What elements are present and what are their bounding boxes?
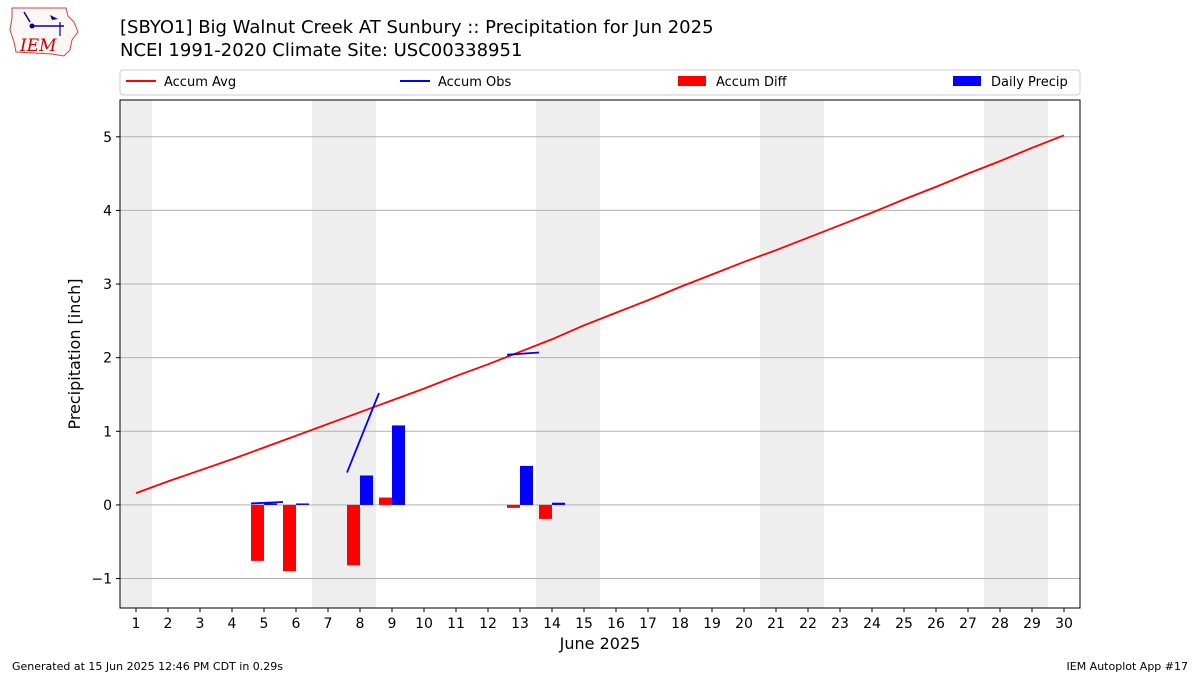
x-tick-label: 2: [164, 616, 173, 632]
x-tick-label: 17: [639, 616, 657, 632]
y-tick-label: 4: [103, 203, 112, 219]
legend-label: Accum Avg: [164, 75, 236, 90]
accum-obs-line: [250, 501, 284, 505]
x-tick-label: 29: [1023, 616, 1041, 632]
legend-daily-swatch: [953, 76, 981, 86]
daily-precip-bar: [264, 503, 277, 505]
footer-app: IEM Autoplot App #17: [1066, 660, 1189, 673]
accum-diff-bar: [347, 504, 360, 566]
y-tick-label: 1: [103, 424, 112, 440]
x-tick-label: 15: [575, 616, 593, 632]
x-tick-label: 22: [799, 616, 817, 632]
x-tick-label: 1: [132, 616, 141, 632]
weekend-band: [984, 100, 1048, 608]
plot-frame: [119, 99, 1081, 609]
accum-diff-bar: [539, 504, 552, 519]
x-tick-label: 6: [292, 616, 301, 632]
x-tick-label: 12: [479, 616, 497, 632]
x-tick-label: 11: [447, 616, 465, 632]
x-tick-label: 20: [735, 616, 753, 632]
chart-title: [SBYO1] Big Walnut Creek AT Sunbury :: P…: [120, 17, 714, 38]
y-tick-label: −1: [91, 572, 112, 588]
x-tick-label: 4: [228, 616, 237, 632]
x-tick-label: 5: [260, 616, 269, 632]
x-tick-label: 28: [991, 616, 1009, 632]
weekend-band: [120, 100, 152, 608]
accum-obs-line: [346, 392, 380, 473]
legend-box: [119, 69, 1081, 96]
x-tick-label: 19: [703, 616, 721, 632]
x-tick-label: 3: [196, 616, 205, 632]
x-tick-label: 24: [863, 616, 881, 632]
weekend-band: [312, 100, 376, 608]
daily-precip-bar: [392, 425, 405, 505]
footer-generated: Generated at 15 Jun 2025 12:46 PM CDT in…: [12, 660, 284, 673]
accum-diff-bar: [507, 504, 520, 508]
daily-precip-bar: [552, 502, 565, 505]
daily-precip-bar: [296, 503, 309, 505]
daily-precip-bar: [520, 465, 533, 505]
x-tick-label: 13: [511, 616, 529, 632]
x-tick-label: 8: [356, 616, 365, 632]
accum-diff-bar: [283, 504, 296, 572]
y-tick-label: 3: [103, 277, 112, 293]
y-tick-label: 2: [103, 351, 112, 367]
legend-label: Accum Diff: [716, 75, 788, 90]
daily-precip-bar: [360, 475, 373, 505]
x-tick-label: 7: [324, 616, 333, 632]
legend-diff-swatch: [678, 76, 706, 86]
chart-subtitle: NCEI 1991-2020 Climate Site: USC00338951: [120, 40, 523, 61]
svg-text:IEM: IEM: [19, 36, 57, 56]
iem-logo-icon: IEM: [9, 7, 79, 57]
x-tick-label: 23: [831, 616, 849, 632]
y-axis-label: Precipitation [inch]: [65, 278, 84, 429]
x-tick-label: 16: [607, 616, 625, 632]
x-tick-label: 27: [959, 616, 977, 632]
accum-diff-bar: [379, 497, 392, 505]
x-axis-label: June 2025: [559, 634, 641, 653]
x-tick-label: 9: [388, 616, 397, 632]
x-tick-label: 18: [671, 616, 689, 632]
accum-obs-line: [506, 351, 540, 356]
legend-label: Daily Precip: [991, 75, 1068, 90]
accum-diff-bar: [251, 504, 264, 561]
legend-label: Accum Obs: [438, 75, 511, 90]
x-tick-label: 26: [927, 616, 945, 632]
weekend-band: [536, 100, 600, 608]
y-tick-label: 0: [103, 498, 112, 514]
x-tick-label: 25: [895, 616, 913, 632]
x-tick-label: 14: [543, 616, 561, 632]
x-tick-label: 30: [1055, 616, 1073, 632]
y-tick-label: 5: [103, 130, 112, 146]
x-tick-label: 21: [767, 616, 785, 632]
weekend-band: [760, 100, 824, 608]
accum-avg-line: [135, 134, 1065, 494]
x-tick-label: 10: [415, 616, 433, 632]
